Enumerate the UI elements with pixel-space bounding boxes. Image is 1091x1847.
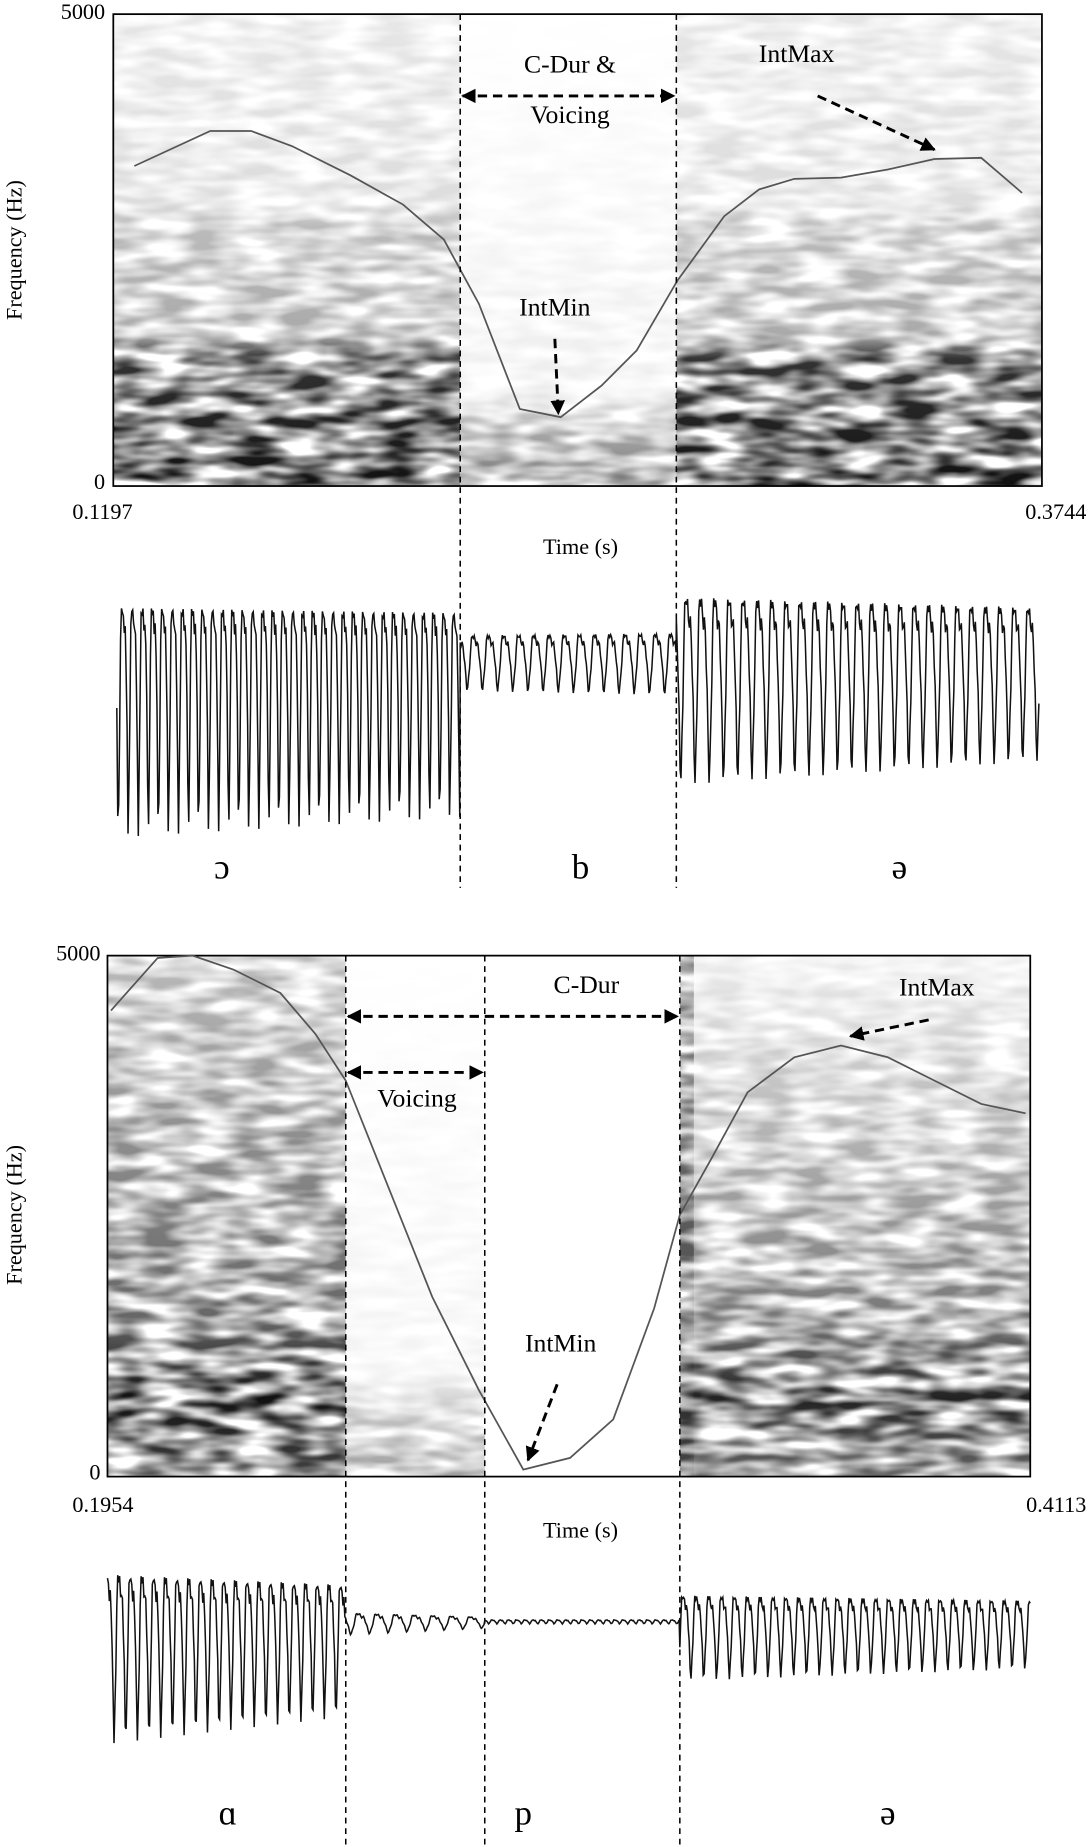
arrow: [848, 1018, 929, 1041]
intensity-contour: [110, 954, 1026, 1471]
waveform: [106, 1575, 1031, 1744]
annotation: Voicing: [377, 1083, 457, 1112]
annotation: IntMin: [519, 293, 591, 322]
segment-label: ə: [880, 1794, 896, 1833]
intensity-contour: [133, 130, 1023, 419]
x-start: 0.1954: [72, 1492, 133, 1517]
segment-label: p: [515, 1794, 533, 1833]
x-end: 0.3744: [1025, 499, 1086, 524]
x-axis-label: Time (s): [543, 534, 618, 559]
x-end: 0.4113: [1026, 1492, 1086, 1517]
arrow: [550, 338, 566, 416]
y-min: 0: [89, 1459, 100, 1484]
annotation: IntMax: [759, 39, 835, 68]
annotation: IntMin: [525, 1329, 597, 1358]
annotation: Voicing: [530, 100, 610, 129]
y-max: 5000: [61, 0, 105, 24]
x-start: 0.1197: [72, 499, 132, 524]
annotation: IntMax: [899, 972, 975, 1001]
y-max: 5000: [56, 941, 100, 966]
segment-label: ɔ: [214, 847, 230, 886]
y-axis-label: Frequency (Hz): [1, 1145, 26, 1285]
arrow: [817, 94, 936, 151]
arrow: [525, 1383, 559, 1462]
annotation: C-Dur &: [524, 50, 616, 79]
spectrogram: [106, 954, 1032, 1478]
y-axis-label: Frequency (Hz): [1, 180, 26, 320]
annotation: C-Dur: [554, 970, 620, 999]
segment-label: ə: [892, 847, 908, 886]
spectrogram: [112, 13, 1043, 487]
x-axis-label: Time (s): [543, 1518, 618, 1543]
y-min: 0: [94, 469, 105, 494]
segment-label: ɑ: [219, 1794, 237, 1833]
waveform: [116, 598, 1040, 837]
segment-label: b: [572, 847, 590, 886]
